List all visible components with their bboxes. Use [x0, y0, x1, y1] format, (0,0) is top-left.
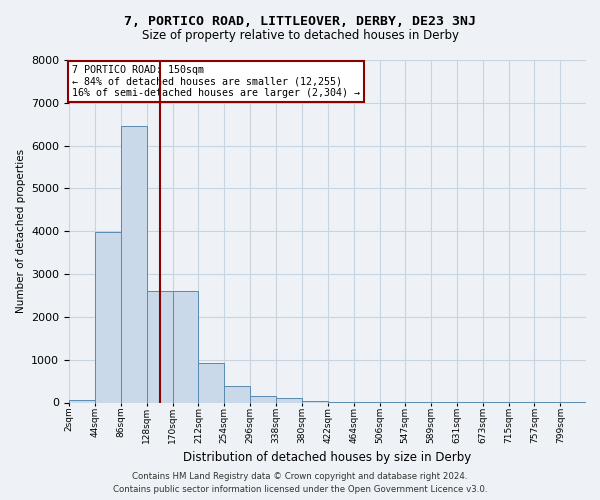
Text: 7 PORTICO ROAD: 150sqm
← 84% of detached houses are smaller (12,255)
16% of semi: 7 PORTICO ROAD: 150sqm ← 84% of detached… — [71, 65, 359, 98]
Y-axis label: Number of detached properties: Number of detached properties — [16, 149, 26, 314]
X-axis label: Distribution of detached houses by size in Derby: Distribution of detached houses by size … — [184, 452, 472, 464]
Bar — [121, 126, 146, 402]
Bar — [146, 291, 173, 403]
Bar — [199, 363, 224, 403]
Bar — [302, 401, 328, 402]
Text: Size of property relative to detached houses in Derby: Size of property relative to detached ho… — [142, 29, 458, 42]
Text: 7, PORTICO ROAD, LITTLEOVER, DERBY, DE23 3NJ: 7, PORTICO ROAD, LITTLEOVER, DERBY, DE23… — [124, 15, 476, 28]
Bar — [250, 396, 276, 402]
Bar — [224, 386, 250, 402]
Bar — [173, 291, 199, 403]
Bar — [69, 400, 95, 402]
Bar — [276, 398, 302, 402]
Text: Contains HM Land Registry data © Crown copyright and database right 2024.
Contai: Contains HM Land Registry data © Crown c… — [113, 472, 487, 494]
Bar — [95, 232, 121, 402]
